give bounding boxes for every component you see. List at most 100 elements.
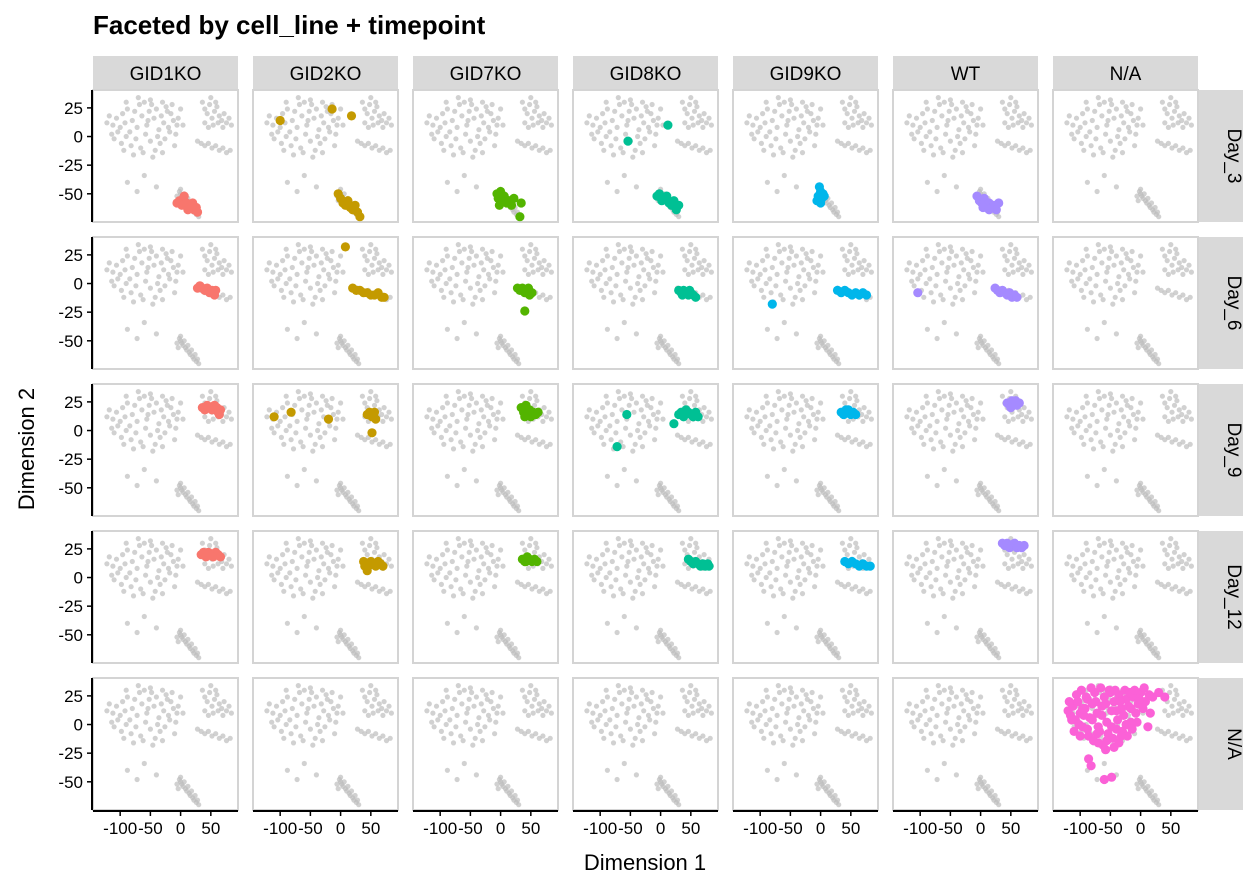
background-point bbox=[548, 269, 555, 275]
background-point bbox=[449, 411, 455, 418]
background-point bbox=[842, 120, 848, 126]
background-point bbox=[1183, 120, 1190, 126]
background-point bbox=[296, 248, 303, 255]
background-point bbox=[847, 542, 853, 549]
background-point bbox=[120, 699, 126, 705]
background-point bbox=[1129, 395, 1135, 402]
background-point bbox=[424, 414, 430, 420]
background-point bbox=[164, 255, 170, 261]
background-point bbox=[435, 423, 441, 429]
background-point bbox=[144, 122, 150, 128]
chart-title: Faceted by cell_line + timepoint bbox=[93, 10, 486, 40]
background-point bbox=[1167, 395, 1173, 402]
background-point bbox=[906, 260, 912, 266]
background-point bbox=[1171, 255, 1178, 261]
background-point bbox=[1103, 572, 1109, 578]
background-point bbox=[147, 538, 153, 544]
background-point bbox=[1188, 269, 1194, 275]
background-point bbox=[828, 788, 835, 794]
background-point bbox=[213, 143, 219, 149]
background-point bbox=[304, 122, 310, 128]
background-point bbox=[927, 423, 933, 429]
background-point bbox=[442, 414, 448, 420]
background-point bbox=[294, 418, 300, 424]
background-point bbox=[309, 248, 315, 255]
background-point bbox=[156, 127, 162, 133]
background-point bbox=[307, 97, 313, 103]
background-point bbox=[821, 338, 827, 344]
background-point bbox=[447, 129, 453, 135]
background-point bbox=[1023, 561, 1030, 567]
background-point bbox=[134, 124, 140, 130]
background-point bbox=[151, 409, 157, 415]
highlighted-point bbox=[669, 419, 679, 429]
background-point bbox=[935, 683, 941, 689]
y-tick-label: 0 bbox=[74, 128, 83, 147]
background-point bbox=[604, 473, 611, 479]
background-point bbox=[104, 561, 110, 567]
background-point bbox=[192, 792, 198, 799]
background-point bbox=[463, 131, 469, 137]
background-point bbox=[158, 260, 164, 266]
background-point bbox=[1094, 271, 1100, 277]
background-point bbox=[332, 731, 338, 737]
background-point bbox=[853, 731, 859, 737]
background-point bbox=[665, 489, 671, 495]
background-point bbox=[134, 482, 140, 489]
background-point bbox=[746, 407, 752, 413]
background-point bbox=[278, 728, 284, 735]
highlighted-point bbox=[1130, 685, 1140, 695]
background-point bbox=[159, 540, 166, 546]
background-point bbox=[461, 172, 467, 179]
background-point bbox=[1188, 563, 1194, 569]
background-point bbox=[632, 588, 638, 594]
background-point bbox=[1084, 473, 1090, 479]
background-point bbox=[228, 563, 234, 569]
background-point bbox=[1004, 111, 1010, 117]
background-point bbox=[760, 111, 766, 117]
background-point bbox=[591, 577, 597, 583]
background-point bbox=[141, 540, 147, 546]
background-point bbox=[454, 776, 460, 783]
background-point bbox=[159, 738, 166, 744]
background-point bbox=[655, 786, 661, 792]
background-point bbox=[316, 274, 322, 280]
background-point bbox=[604, 253, 611, 259]
background-point bbox=[603, 540, 609, 546]
background-point bbox=[516, 508, 522, 514]
background-point bbox=[958, 407, 964, 413]
background-point bbox=[1005, 728, 1012, 735]
background-point bbox=[1170, 416, 1176, 422]
background-point bbox=[1077, 565, 1083, 572]
background-point bbox=[134, 418, 140, 424]
background-point bbox=[927, 276, 933, 282]
background-point bbox=[1020, 733, 1026, 739]
background-point bbox=[275, 717, 281, 723]
background-point bbox=[946, 696, 952, 702]
background-point bbox=[620, 444, 626, 450]
background-point bbox=[159, 99, 166, 105]
background-point bbox=[1095, 95, 1101, 101]
background-point bbox=[292, 549, 298, 555]
highlighted-point bbox=[1012, 292, 1022, 302]
background-point bbox=[1156, 361, 1162, 367]
background-point bbox=[928, 290, 934, 296]
facet-panel-gid2ko-day-3 bbox=[252, 89, 399, 223]
background-point bbox=[1021, 405, 1027, 411]
background-point bbox=[674, 356, 681, 362]
background-point bbox=[494, 563, 500, 569]
background-point bbox=[287, 129, 293, 135]
background-point bbox=[104, 267, 110, 273]
background-point bbox=[1129, 542, 1135, 549]
background-point bbox=[110, 710, 116, 716]
background-point bbox=[781, 172, 787, 179]
background-point bbox=[749, 719, 755, 725]
background-point bbox=[944, 563, 950, 569]
background-point bbox=[978, 253, 984, 259]
background-point bbox=[645, 124, 652, 130]
highlighted-point bbox=[984, 205, 994, 215]
background-point bbox=[442, 561, 448, 567]
background-point bbox=[676, 214, 682, 220]
background-point bbox=[915, 276, 921, 282]
background-point bbox=[920, 405, 926, 411]
